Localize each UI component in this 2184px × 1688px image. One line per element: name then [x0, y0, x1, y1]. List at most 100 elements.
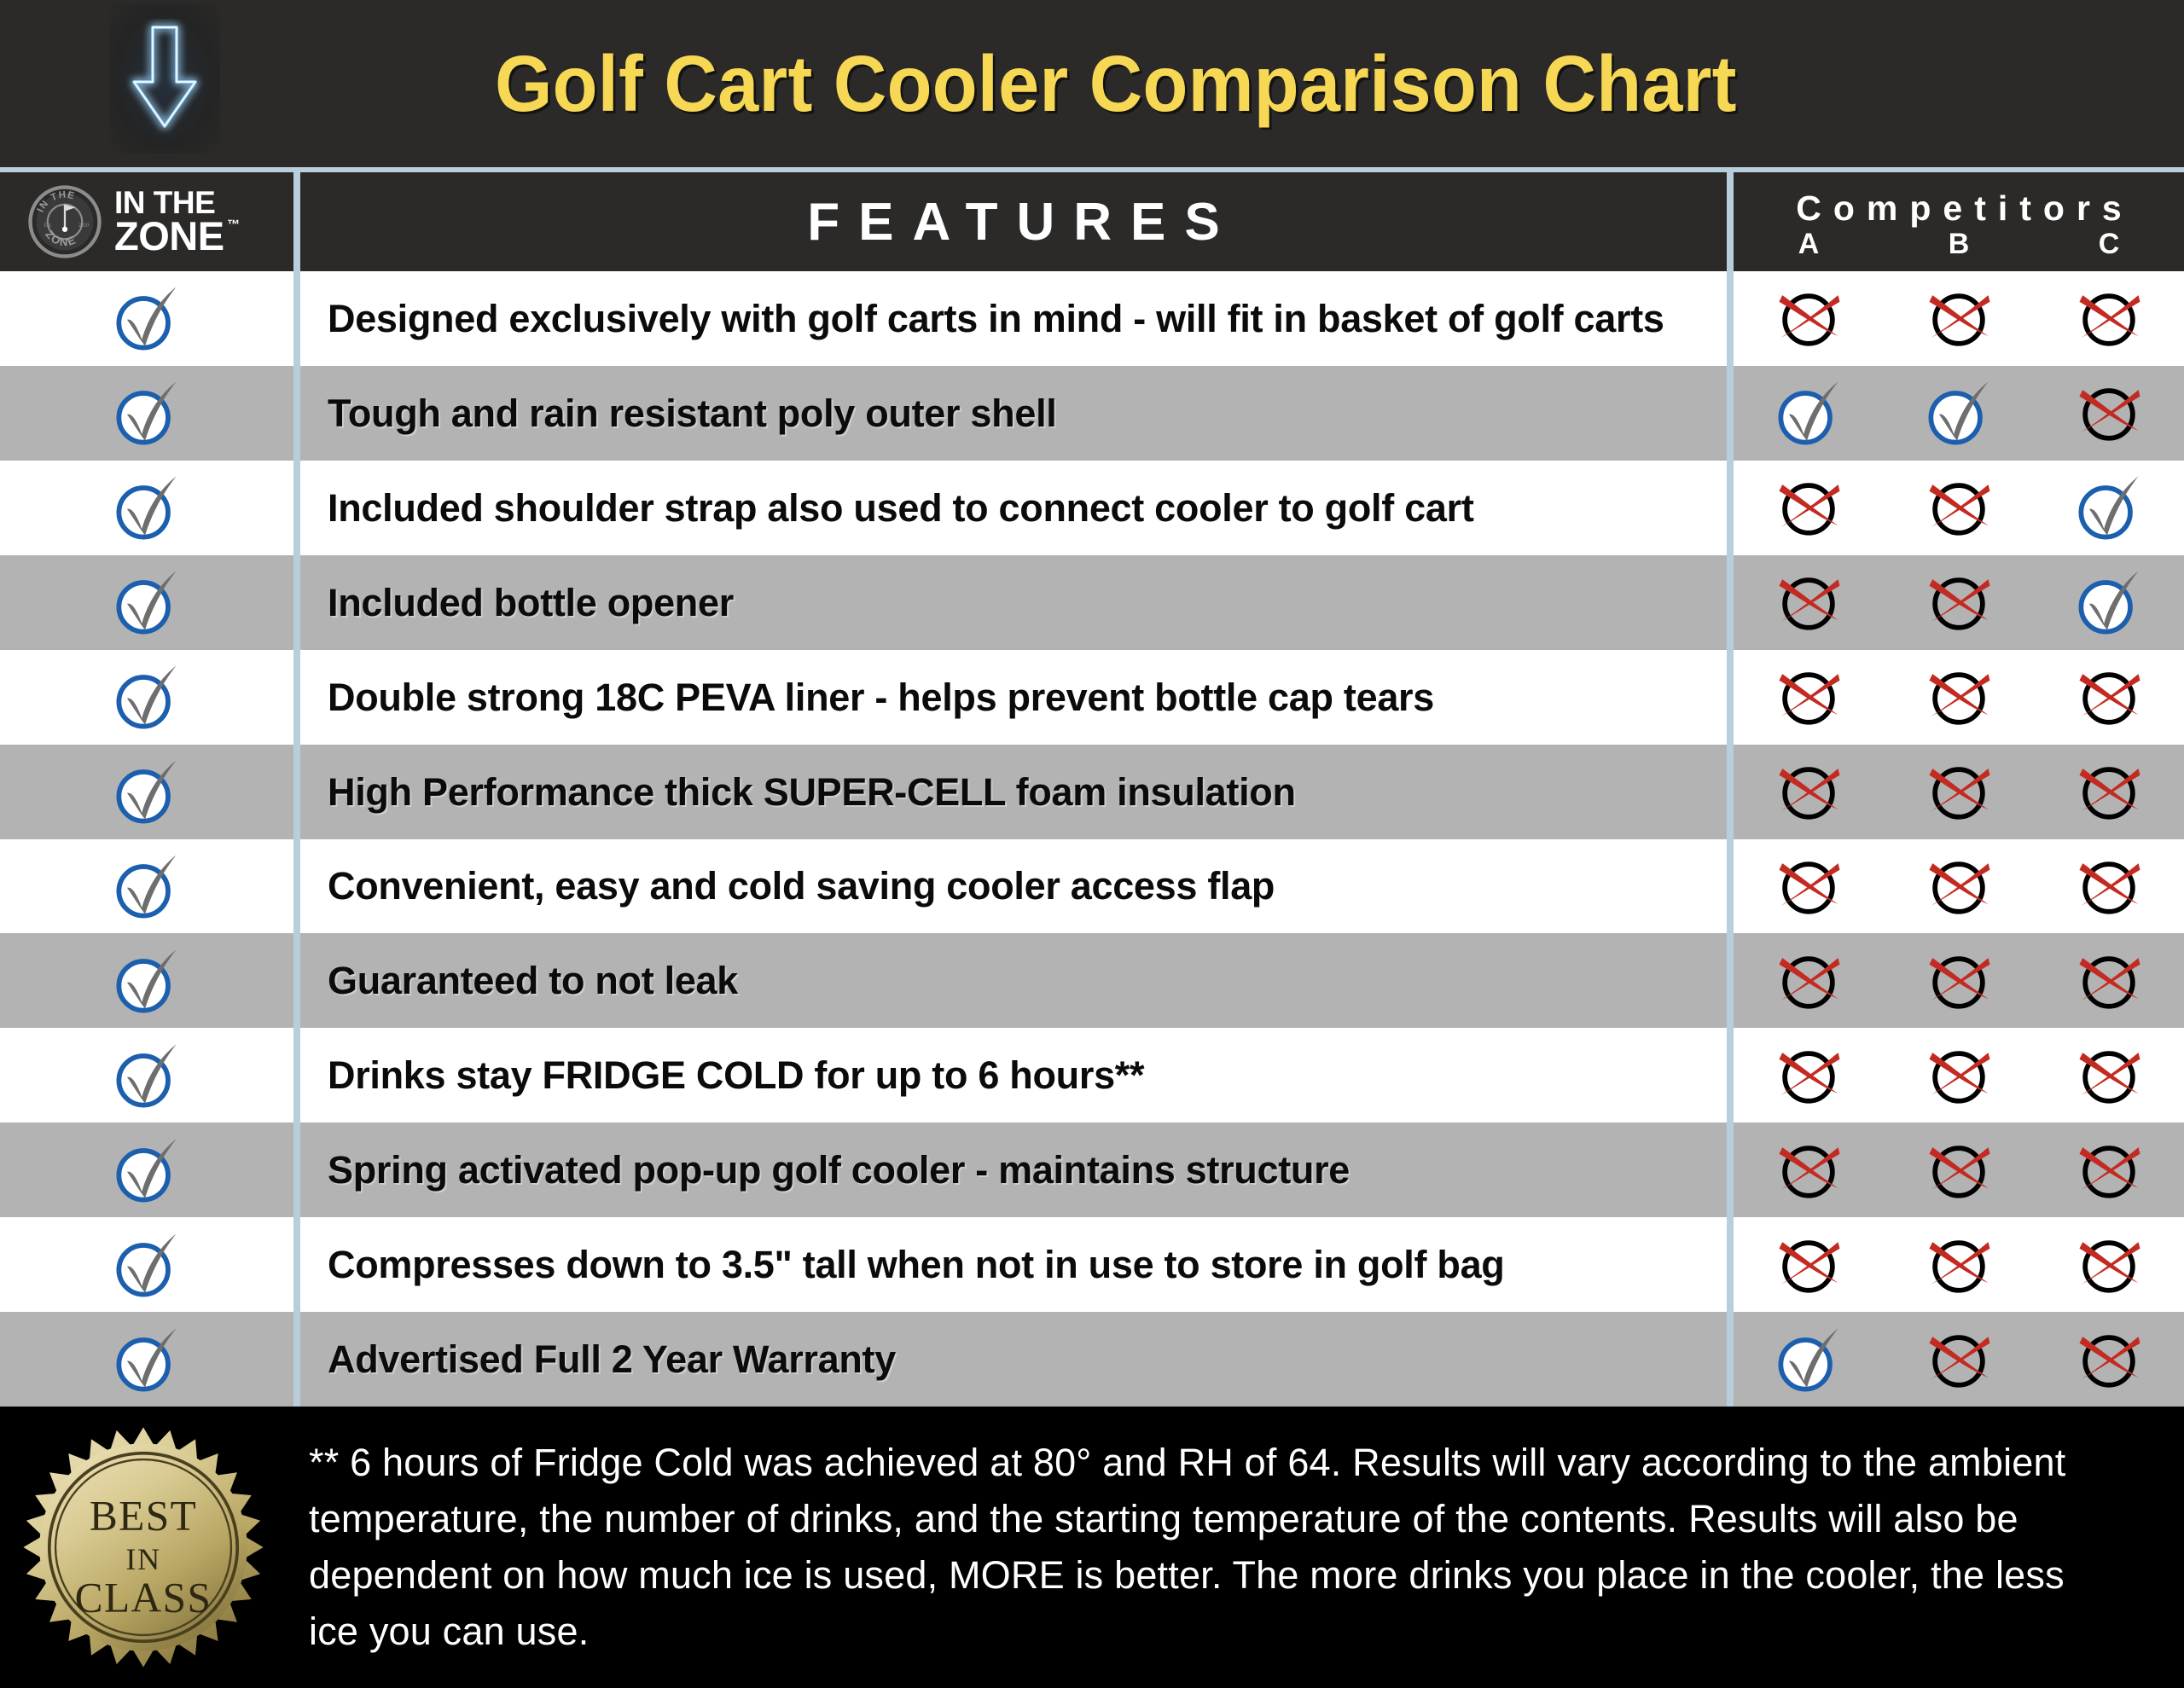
cross-icon: [2079, 388, 2140, 442]
check-icon: [116, 760, 177, 824]
page-title: Golf Cart Cooler Comparison Chart: [495, 38, 1737, 128]
competitor-b-cell: [1884, 1217, 2034, 1312]
feature-label: Double strong 18C PEVA liner - helps pre…: [328, 675, 1434, 719]
trademark-symbol: ™: [227, 218, 240, 233]
competitors-cell: [1734, 365, 2184, 461]
feature-label: Advertised Full 2 Year Warranty: [328, 1337, 896, 1382]
competitor-a-cell: [1734, 1217, 1884, 1312]
competitor-a-cell: [1734, 461, 1884, 555]
features-header-cell: FEATURES: [300, 172, 1727, 271]
feature-label: Guaranteed to not leak: [328, 959, 738, 1003]
cross-icon: [1929, 577, 1990, 630]
feature-cell: Drinks stay FRIDGE COLD for up to 6 hour…: [300, 1028, 1727, 1123]
feature-cell: Tough and rain resistant poly outer shel…: [300, 365, 1727, 461]
badge-line-1: BEST: [90, 1493, 197, 1540]
brand-line-2-text: ZONE: [114, 213, 224, 259]
feature-label: Designed exclusively with golf carts in …: [328, 296, 1664, 340]
cross-icon: [2079, 293, 2140, 347]
competitor-c-cell: [2034, 1312, 2184, 1407]
check-icon: [116, 1044, 177, 1108]
table-row: Designed exclusively with golf carts in …: [0, 271, 2184, 366]
feature-cell: Convenient, easy and cold saving cooler …: [300, 838, 1727, 934]
competitor-b-cell: [1884, 650, 2034, 745]
cross-icon: [1779, 483, 1840, 536]
in-the-zone-cell: [0, 1122, 293, 1218]
competitor-a-cell: [1734, 271, 1884, 366]
table-row: High Performance thick SUPER-CELL foam i…: [0, 744, 2184, 839]
feature-cell: Included bottle opener: [300, 554, 1727, 650]
competitors-cell: [1734, 460, 2184, 555]
competitors-cell: [1734, 933, 2184, 1029]
competitors-cell: [1734, 1312, 2184, 1407]
competitor-b-cell: [1884, 1312, 2034, 1407]
table-row: Convenient, easy and cold saving cooler …: [0, 838, 2184, 934]
cross-icon: [1929, 861, 1990, 914]
competitors-cell: [1734, 838, 2184, 934]
in-the-zone-cell: [0, 838, 293, 934]
in-the-zone-cell: [0, 1217, 293, 1313]
table-row: Drinks stay FRIDGE COLD for up to 6 hour…: [0, 1028, 2184, 1123]
svg-text:Est.: Est.: [44, 223, 52, 228]
competitor-c-cell: [2034, 933, 2184, 1028]
cross-icon: [2079, 672, 2140, 725]
in-the-zone-seal-icon: IN THE ZONE Est. 2020: [28, 185, 102, 258]
check-icon: [116, 1139, 177, 1203]
in-the-zone-cell: [0, 460, 293, 555]
competitor-a-cell: [1734, 555, 1884, 650]
cross-icon: [1779, 293, 1840, 347]
in-the-zone-cell: [0, 649, 293, 745]
competitor-b-cell: [1884, 366, 2034, 461]
competitors-cell: [1734, 744, 2184, 839]
feature-cell: Spring activated pop-up golf cooler - ma…: [300, 1122, 1727, 1218]
competitor-c-cell: [2034, 1122, 2184, 1217]
brand-line-1: IN THE: [114, 184, 216, 220]
competitor-a-cell: [1734, 650, 1884, 745]
table-row: Tough and rain resistant poly outer shel…: [0, 365, 2184, 461]
competitor-c-cell: [2034, 839, 2184, 934]
competitor-c-cell: [2034, 1217, 2184, 1312]
cross-icon: [1929, 1334, 1990, 1388]
title-bar: Golf Cart Cooler Comparison Chart: [0, 0, 2184, 167]
cross-icon: [2079, 1239, 2140, 1293]
cross-icon: [1929, 767, 1990, 820]
cross-icon: [2079, 1145, 2140, 1198]
competitors-cell: [1734, 271, 2184, 366]
in-the-zone-cell: [0, 365, 293, 461]
in-the-zone-cell: [0, 933, 293, 1029]
feature-cell: Advertised Full 2 Year Warranty: [300, 1312, 1727, 1407]
competitor-c-cell: [2034, 461, 2184, 555]
competitor-letters: A B C: [1734, 229, 2184, 258]
competitor-b-cell: [1884, 933, 2034, 1028]
feature-cell: Compresses down to 3.5" tall when not in…: [300, 1217, 1727, 1313]
check-icon: [1928, 381, 1989, 445]
cross-icon: [2079, 956, 2140, 1009]
table-body: IN THE ZONE Est. 2020 Designed exclusive…: [0, 271, 2184, 1407]
competitor-c-cell: [2034, 271, 2184, 366]
check-icon: [2078, 476, 2139, 540]
table-row: Included shoulder strap also used to con…: [0, 460, 2184, 555]
competitors-cell: [1734, 1028, 2184, 1123]
competitor-a-cell: [1734, 933, 1884, 1028]
cross-icon: [1779, 1051, 1840, 1104]
check-icon: [116, 381, 177, 445]
feature-label: Compresses down to 3.5" tall when not in…: [328, 1243, 1505, 1287]
cross-icon: [1779, 1145, 1840, 1198]
competitor-a-cell: [1734, 1028, 1884, 1122]
feature-label: Included bottle opener: [328, 580, 734, 624]
feature-label: High Performance thick SUPER-CELL foam i…: [328, 769, 1296, 814]
feature-label: Convenient, easy and cold saving cooler …: [328, 864, 1275, 908]
cross-icon: [1779, 672, 1840, 725]
check-icon: [116, 1233, 177, 1297]
check-icon: [116, 949, 177, 1013]
competitor-b-cell: [1884, 271, 2034, 366]
cross-icon: [1929, 293, 1990, 347]
svg-text:2020: 2020: [78, 223, 89, 228]
competitor-b-cell: [1884, 839, 2034, 934]
competitor-a-cell: [1734, 745, 1884, 839]
table-row: Advertised Full 2 Year Warranty: [0, 1312, 2184, 1407]
cross-icon: [1929, 956, 1990, 1009]
competitor-column-a: A: [1798, 227, 1820, 260]
competitor-b-cell: [1884, 1122, 2034, 1217]
check-icon: [116, 571, 177, 635]
check-icon: [2078, 571, 2139, 635]
